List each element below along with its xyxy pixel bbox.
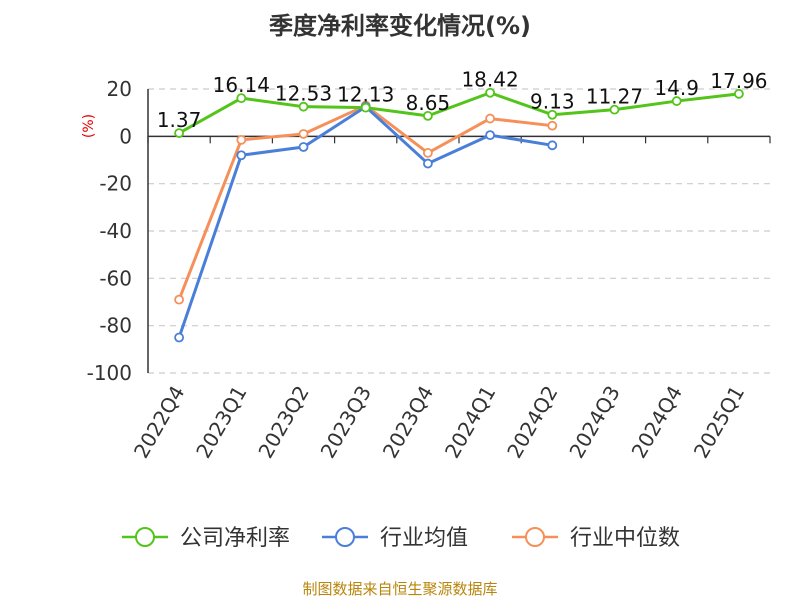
data-point: [236, 150, 247, 161]
data-point: [360, 102, 371, 113]
data-point: [422, 158, 433, 169]
x-tick-label: 2023Q1: [191, 382, 251, 463]
legend-label: 公司净利率: [180, 526, 290, 551]
data-point: [174, 294, 185, 305]
y-tick-label: -80: [99, 314, 132, 338]
data-point: [547, 120, 558, 131]
data-label: 17.96: [710, 69, 767, 93]
legend-label: 行业均值: [380, 526, 468, 551]
grid-lines: [148, 88, 770, 374]
data-point: [547, 140, 558, 151]
data-point: [298, 101, 309, 112]
x-tick-label: 2023Q2: [253, 382, 313, 463]
data-point: [298, 142, 309, 152]
y-tick-label: -40: [99, 219, 132, 243]
series-line: [178, 91, 740, 135]
data-label: 1.37: [157, 108, 202, 132]
data-point: [734, 88, 744, 99]
y-tick-label: 0: [119, 124, 132, 148]
data-point: [609, 104, 620, 115]
x-tick-label: 2024Q2: [502, 382, 562, 463]
legend: 公司净利率 行业均值 行业中位数: [122, 526, 680, 551]
data-point: [298, 129, 309, 139]
legend-marker: [525, 527, 545, 547]
data-point: [485, 113, 496, 124]
data-point: [174, 128, 185, 138]
x-tick-label: 2024Q1: [440, 381, 500, 462]
y-tick-label: 20: [107, 77, 132, 101]
data-point: [236, 134, 247, 145]
legend-marker: [335, 527, 355, 547]
data-point: [174, 332, 185, 343]
source-note: 制图数据来自恒生聚源数据库: [302, 580, 497, 598]
data-label: 12.53: [275, 82, 332, 106]
y-tick-label: -60: [99, 266, 132, 290]
data-point: [485, 87, 496, 98]
data-labels: 1.37 16.14 12.53 12.13 8.65 18.42 9.13 11.27 14.…: [157, 68, 768, 132]
y-tick-label: -100: [87, 361, 132, 385]
data-point: [236, 93, 247, 104]
data-label: 12.13: [337, 83, 394, 107]
data-label: 16.14: [213, 73, 270, 97]
chart-title: 季度净利率变化情况(%): [269, 12, 531, 40]
data-label: 11.27: [586, 85, 643, 109]
x-tick-label: 2023Q3: [316, 382, 376, 463]
x-tick-label: 2022Q4: [129, 382, 189, 463]
legend-marker: [135, 527, 155, 547]
x-tick-label: 2023Q4: [378, 382, 438, 463]
data-point: [671, 96, 682, 106]
legend-label: 行业中位数: [570, 526, 680, 551]
data-label: 8.65: [406, 91, 451, 115]
data-point: [547, 109, 558, 120]
x-tick-label: 2024Q4: [627, 382, 687, 463]
y-axis-label: (%): [81, 114, 97, 138]
x-tick-label: 2024Q3: [564, 382, 624, 463]
x-tick-label: 2025Q1: [689, 382, 749, 463]
data-label: 18.42: [461, 68, 518, 92]
data-label: 14.9: [654, 76, 699, 100]
data-point: [422, 147, 433, 158]
y-tick-label: -20: [99, 172, 132, 196]
series-line: [177, 105, 553, 338]
series-lines: [174, 87, 744, 343]
data-point: [422, 110, 433, 121]
data-label: 9.13: [530, 90, 575, 114]
data-point: [485, 130, 496, 141]
